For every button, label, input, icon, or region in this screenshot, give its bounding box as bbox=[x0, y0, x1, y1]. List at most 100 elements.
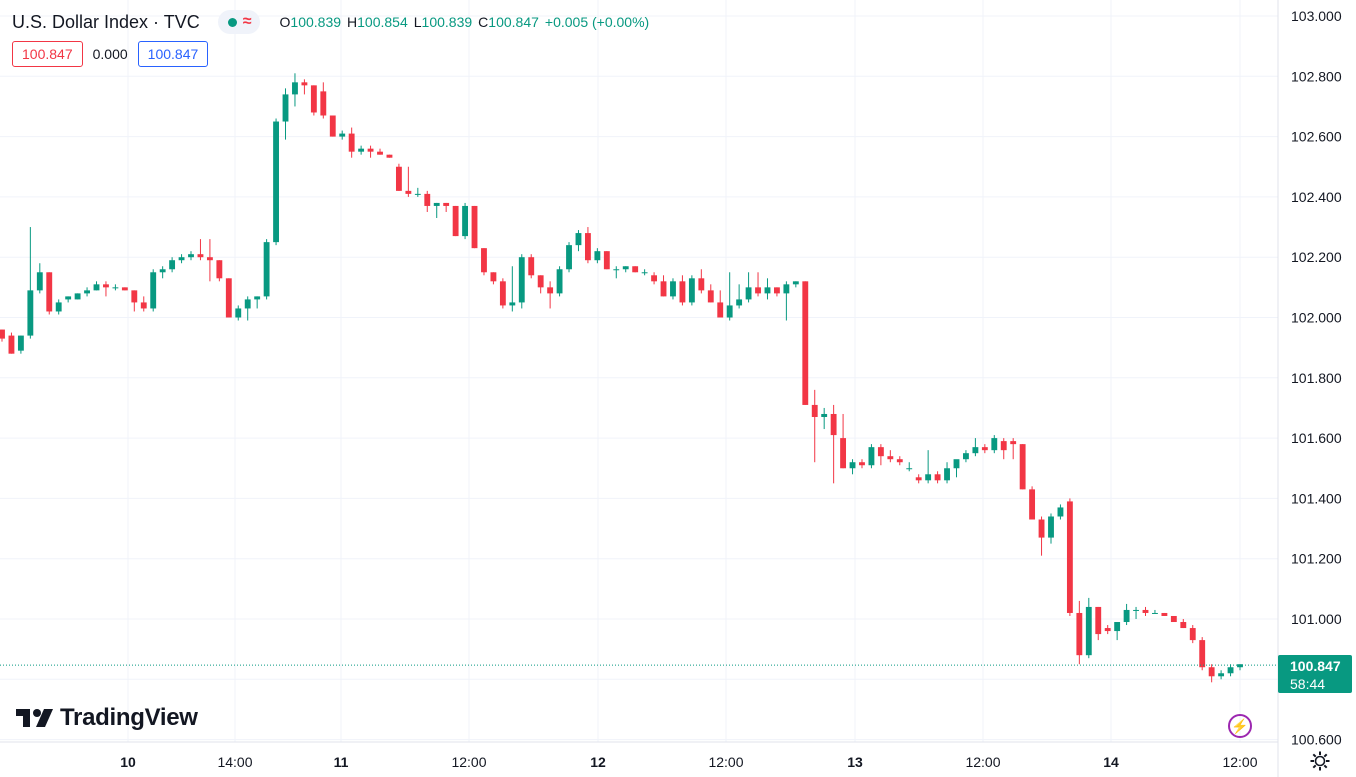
candle-body bbox=[65, 296, 72, 300]
candle-body bbox=[206, 257, 213, 261]
buy-button[interactable]: 100.847 bbox=[137, 41, 209, 67]
symbol-title[interactable]: U.S. Dollar Index · TVC bbox=[12, 11, 200, 32]
y-tick-label: 101.200 bbox=[1291, 551, 1342, 567]
candle-body bbox=[1114, 622, 1121, 632]
candle-body bbox=[1227, 667, 1234, 674]
candle-body bbox=[925, 474, 932, 481]
open-label: O bbox=[279, 14, 291, 30]
x-tick-label: 14 bbox=[1103, 754, 1119, 770]
candle-body bbox=[1057, 507, 1064, 517]
y-tick-label: 103.000 bbox=[1291, 8, 1342, 24]
candle-body bbox=[159, 269, 166, 273]
candle-body bbox=[566, 245, 572, 270]
candle-body bbox=[481, 248, 487, 273]
candle-body bbox=[36, 272, 43, 291]
candle-body bbox=[991, 438, 998, 451]
candle-body bbox=[112, 287, 119, 289]
candle-body bbox=[764, 287, 771, 294]
candle-body bbox=[0, 329, 5, 339]
candle-body bbox=[707, 290, 714, 303]
candle-body bbox=[981, 447, 988, 451]
candle-body bbox=[537, 275, 544, 288]
gear-icon[interactable] bbox=[1309, 750, 1331, 772]
candle-body bbox=[1019, 444, 1026, 490]
high-label: H bbox=[347, 14, 358, 30]
candle-body bbox=[244, 299, 251, 309]
last-price-value: 100.847 bbox=[1290, 658, 1341, 674]
candle-body bbox=[1218, 673, 1225, 677]
candle-body bbox=[395, 166, 402, 191]
candle-body bbox=[1208, 667, 1215, 677]
ohlc-values: O100.839 H100.854 L100.839 C100.847 +0.0… bbox=[280, 14, 650, 30]
y-tick-label: 102.600 bbox=[1291, 129, 1342, 145]
tradingview-logo[interactable]: TradingView bbox=[16, 704, 198, 732]
candle-body bbox=[433, 202, 440, 206]
y-tick-label: 102.800 bbox=[1291, 68, 1342, 84]
candle-body bbox=[27, 290, 34, 336]
x-tick-label: 10 bbox=[120, 754, 136, 770]
candle-body bbox=[310, 85, 317, 113]
x-tick-label: 12:00 bbox=[1222, 754, 1257, 770]
candle-body bbox=[774, 287, 780, 294]
candle-body bbox=[254, 296, 261, 300]
market-status-pill[interactable]: ≈ bbox=[217, 10, 260, 34]
candle-body bbox=[518, 257, 525, 303]
logo-text: TradingView bbox=[60, 704, 198, 731]
y-tick-label: 101.600 bbox=[1291, 430, 1342, 446]
candle-body bbox=[802, 281, 809, 405]
candle-body bbox=[140, 302, 147, 309]
close-label: C bbox=[478, 14, 489, 30]
candle-body bbox=[1152, 612, 1158, 614]
candle-body bbox=[717, 302, 724, 318]
x-tick-label: 12:00 bbox=[965, 754, 1000, 770]
candle-body bbox=[584, 233, 591, 261]
candle-body bbox=[726, 305, 733, 318]
candle-body bbox=[915, 477, 922, 481]
candle-body bbox=[377, 151, 383, 155]
trade-boxes: 100.847 0.000 100.847 bbox=[12, 41, 209, 67]
y-tick-label: 101.800 bbox=[1291, 370, 1342, 386]
bolt-icon[interactable]: ⚡ bbox=[1228, 714, 1252, 738]
candle-body bbox=[934, 474, 941, 481]
x-tick-label: 13 bbox=[847, 754, 863, 770]
last-price-tag: 100.847 58:44 bbox=[1278, 655, 1352, 693]
candle-body bbox=[273, 121, 279, 243]
candle-body bbox=[367, 148, 374, 152]
change-value: +0.005 (+0.00%) bbox=[544, 14, 650, 30]
candle-body bbox=[641, 272, 648, 274]
candle-body bbox=[821, 413, 828, 417]
candle-body bbox=[452, 205, 459, 237]
candle-body bbox=[55, 302, 62, 312]
candle-body bbox=[263, 242, 270, 297]
candle-body bbox=[131, 290, 138, 303]
candle-body bbox=[17, 335, 24, 351]
candle-body bbox=[405, 190, 412, 194]
sell-button[interactable]: 100.847 bbox=[12, 41, 83, 67]
candle-body bbox=[1095, 606, 1102, 635]
x-tick-label: 12:00 bbox=[708, 754, 743, 770]
x-tick-label: 14:00 bbox=[217, 754, 252, 770]
low-value: 100.839 bbox=[421, 14, 473, 30]
candle-body bbox=[868, 447, 875, 466]
candle-body bbox=[679, 281, 686, 303]
y-tick-label: 102.200 bbox=[1291, 249, 1342, 265]
candle-body bbox=[613, 269, 620, 271]
x-tick-label: 11 bbox=[334, 754, 349, 770]
candle-body bbox=[235, 308, 242, 318]
x-tick-label: 12:00 bbox=[451, 754, 486, 770]
candle-body bbox=[178, 257, 185, 261]
candle-body bbox=[188, 254, 194, 258]
candle-body bbox=[1038, 519, 1045, 538]
candle-body bbox=[490, 272, 497, 282]
y-tick-label: 102.400 bbox=[1291, 189, 1342, 205]
candle-body bbox=[329, 115, 336, 137]
candle-body bbox=[1000, 441, 1007, 451]
candle-body bbox=[499, 281, 506, 306]
candle-body bbox=[103, 284, 109, 288]
y-tick-label: 101.400 bbox=[1291, 490, 1342, 506]
candle-body bbox=[877, 447, 884, 457]
candle-body bbox=[556, 269, 563, 294]
candle-body bbox=[1029, 489, 1036, 520]
candle-body bbox=[339, 133, 346, 137]
